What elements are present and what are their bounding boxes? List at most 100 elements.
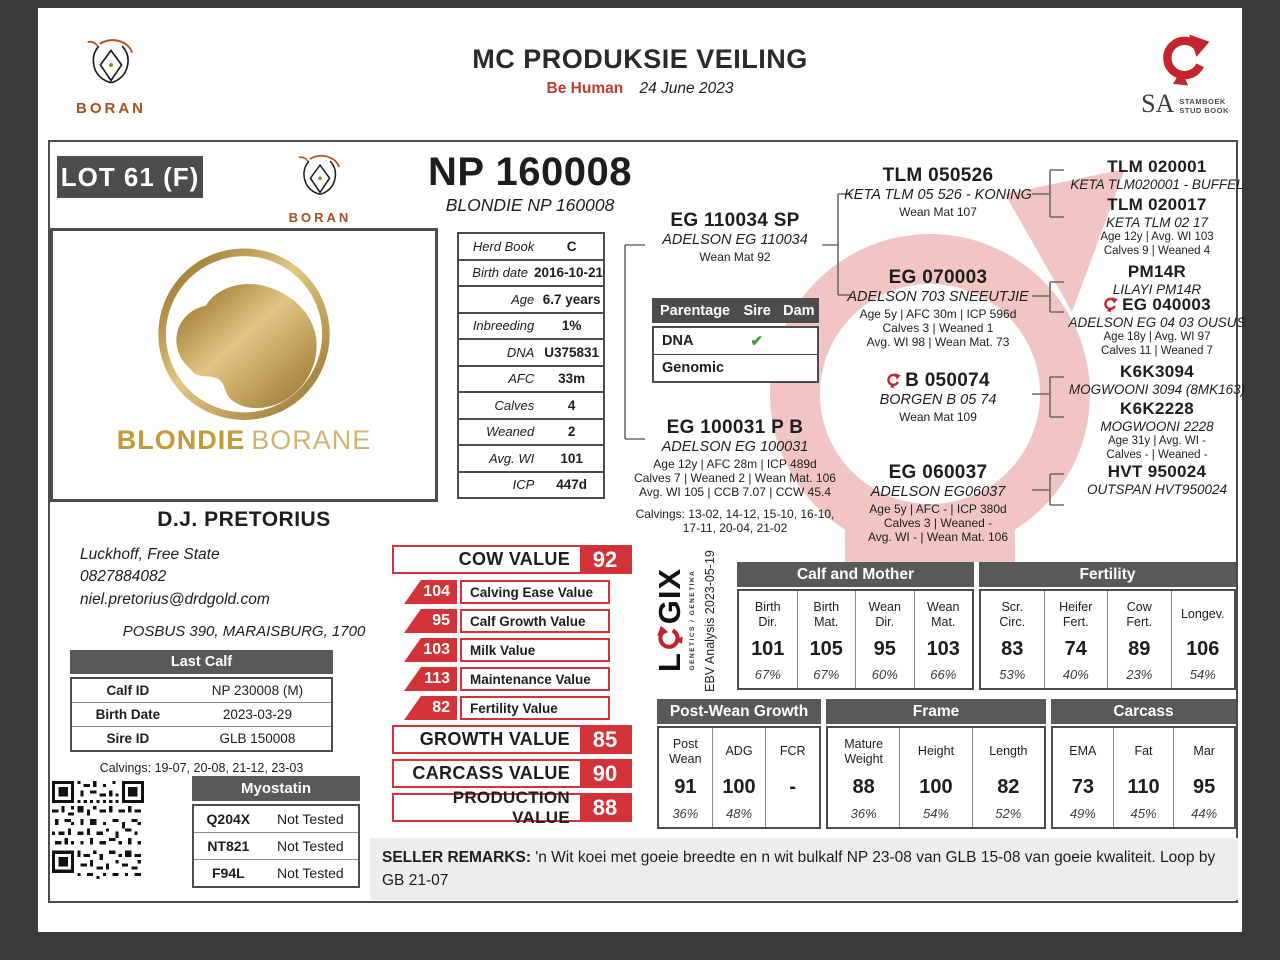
post-wean-table: Post Wean 91 36% ADG 100 48% FCR - <box>657 726 821 829</box>
value-badge: 82 <box>404 696 457 720</box>
boran-wordmark: BORAN <box>288 210 352 225</box>
boran-logo: BORAN <box>72 36 150 117</box>
herd-info-row: Calves 4 <box>459 393 603 420</box>
studbook-arrow-icon <box>1159 34 1211 86</box>
herd-info-row: DNA U375831 <box>459 340 603 367</box>
parentage-row: DNA ✔ <box>654 328 817 355</box>
last-calf-table: Last Calf Calf ID NP 230008 (M) Birth Da… <box>70 650 333 775</box>
carcass-table: EMA 73 49% Fat 110 45% Mar 95 44% <box>1051 726 1236 829</box>
ebv-column: ADG 100 48% <box>713 728 767 827</box>
myostatin-row: Q204X Not Tested <box>194 806 358 833</box>
herd-info-row: Inbreeding 1% <box>459 314 603 340</box>
growth-value-number: 85 <box>580 727 630 752</box>
pedigree-dam: EG 100031 P B ADELSON EG 100031 Age 12y … <box>634 417 836 536</box>
carcass-title: Carcass <box>1051 699 1236 724</box>
seller-remarks-text: 'n Wit koei met goeie breedte en n wit b… <box>382 849 1216 890</box>
parentage-table: Parentage Sire Dam DNA ✔ Genomic <box>652 298 819 383</box>
animal-id: NP 160008 <box>428 150 632 194</box>
value-badge: 103 <box>404 638 457 662</box>
production-value: PRODUCTION VALUE 88 <box>392 788 632 827</box>
sa-line2: STUD BOOK <box>1179 106 1229 116</box>
ebv-column: FCR - <box>779 744 806 798</box>
pedigree-entry: EG 040003 ADELSON EG 04 03 OUSUS Age 18y… <box>1068 295 1246 357</box>
ebv-column: Birth Mat. 105 67% <box>798 591 856 688</box>
herd-info-row: ICP 447d <box>512 477 588 493</box>
ebv-column: Scr. Circ. 83 53% <box>981 591 1045 688</box>
genomic-tested-icon <box>1103 297 1118 312</box>
pedigree-sire: EG 110034 SP ADELSON EG 110034 Wean Mat … <box>662 210 808 264</box>
seller-remarks: SELLER REMARKS: 'n Wit koei met goeie br… <box>370 838 1238 900</box>
calf-mother-table: Birth Dir. 101 67% Birth Mat. 105 67% Wean Di… <box>737 589 974 690</box>
fertility-title: Fertility <box>979 562 1236 587</box>
ebv-column: Cow Fert. 89 23% <box>1108 591 1172 688</box>
event-header: MC PRODUKSIE VEILING Be Human 24 June 20… <box>340 44 940 98</box>
value-label: Fertility Value <box>460 696 610 720</box>
owner-email: niel.pretorius@drdgold.com <box>80 590 270 608</box>
lot-number-badge: LOT 61 (F) <box>57 156 203 198</box>
carcass-value: CARCASS VALUE 90 <box>392 759 632 788</box>
ebv-column: Longev. 106 54% <box>1180 607 1225 682</box>
owner-phone: 0827884082 <box>80 568 167 586</box>
parentage-row: Genomic <box>662 360 725 376</box>
value-label: Maintenance Value <box>460 667 610 691</box>
cow-value: COW VALUE 92 <box>392 545 632 574</box>
herd-info-table: Herd Book C Birth date 2016-10-21 Age 6.7 y… <box>457 232 605 499</box>
catalog-page: BORAN MC PRODUKSIE VEILING Be Human 24 J… <box>38 8 1246 932</box>
parentage-col-dam: Dam <box>783 302 815 319</box>
sa-logo-text: SA <box>1141 89 1175 118</box>
pedigree-entry: PM14R LILAYI PM14R <box>1112 262 1202 298</box>
event-title: MC PRODUKSIE VEILING <box>472 44 808 74</box>
myostatin-row: NT821 Not Tested <box>194 833 358 860</box>
boran-logo-small: BORAN <box>285 152 355 225</box>
calf-mother-title: Calf and Mother <box>737 562 974 587</box>
ebv-column: EMA 73 49% <box>1053 728 1114 827</box>
pedigree-sire-dam: EG 070003 ADELSON 703 SNEEUTJIE Age 5y |… <box>847 267 1029 349</box>
boran-head-icon <box>294 152 346 210</box>
parentage-title: Parentage <box>660 302 731 319</box>
blondie-borane-emblem <box>158 248 330 420</box>
myostatin-title: Myostatin <box>192 776 360 801</box>
herd-info-row: AFC 33m <box>459 367 603 393</box>
seller-remarks-label: SELLER REMARKS: <box>382 849 531 866</box>
pedigree-entry: K6K3094 MOGWOONI 3094 (8MK163) <box>1068 362 1246 398</box>
growth-value: GROWTH VALUE 85 <box>392 725 632 754</box>
herd-info-row: Birth date 2016-10-21 <box>459 261 603 287</box>
ebv-analysis-note: EBV Analysis 2023-05-19 <box>703 550 717 692</box>
ebv-column: Length 82 52% <box>989 744 1028 821</box>
last-calf-row: Calf ID NP 230008 (M) <box>72 679 331 703</box>
owner-name: D.J. PRETORIUS <box>157 508 331 531</box>
myostatin-table: Myostatin Q204X Not Tested NT821 Not Tes… <box>192 776 360 888</box>
last-calf-title: Last Calf <box>70 650 333 674</box>
emblem-name: BLONDIE <box>116 425 246 455</box>
pedigree-entry: TLM 020001 KETA TLM020001 - BUFFEL <box>1070 157 1244 193</box>
last-calf-row: Sire ID GLB 150008 <box>106 731 296 746</box>
pedigree-entry: TLM 020017 KETA TLM 02 17 Age 12y | Avg.… <box>1100 195 1214 257</box>
boran-wordmark: BORAN <box>76 100 146 117</box>
boran-head-icon <box>82 36 140 100</box>
event-tagline: Be Human <box>546 80 624 97</box>
owner-location: Luckhoff, Free State <box>80 546 220 563</box>
ebv-column: Mar 95 44% <box>1191 744 1218 821</box>
owner-address: POSBUS 390, MARAISBURG, 1700 <box>122 623 366 641</box>
value-label: Calf Growth Value <box>460 609 610 633</box>
value-badge: 113 <box>404 667 457 691</box>
ebv-column: Mature Weight 88 36% <box>828 728 901 827</box>
genomic-tested-icon <box>886 373 901 388</box>
fertility-table: Scr. Circ. 83 53% Heifer Fert. 74 40% Cow Fer… <box>979 589 1236 690</box>
cow-value-number: 92 <box>580 547 630 572</box>
owner-block: D.J. PRETORIUS Luckhoff, Free State 0827… <box>50 508 438 640</box>
calvings-note: Calvings: 19-07, 20-08, 21-12, 23-03 <box>99 761 304 775</box>
value-label: Calving Ease Value <box>460 580 610 604</box>
lot-card: LOT 61 (F) BORAN NP 160008 BLONDIE NP 16… <box>48 140 1246 903</box>
ebv-column: Fat 110 45% <box>1114 728 1175 827</box>
animal-photo-frame: BLONDIE BORANE <box>50 228 438 502</box>
parentage-col-sire: Sire <box>743 302 771 319</box>
herd-info-row: Weaned 2 <box>459 420 603 446</box>
last-calf-row: Birth Date 2023-03-29 <box>72 703 331 727</box>
dna-sire-check-icon: ✔ <box>750 333 764 350</box>
qr-code <box>52 780 144 880</box>
animal-name: BLONDIE NP 160008 <box>445 195 615 215</box>
ebv-column: Wean Dir. 95 60% <box>856 591 915 688</box>
ebv-column: Birth Dir. 101 67% <box>739 591 798 688</box>
frame-title: Frame <box>826 699 1046 724</box>
